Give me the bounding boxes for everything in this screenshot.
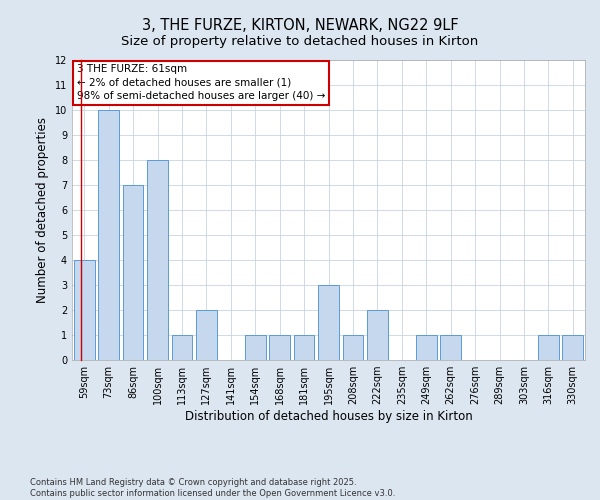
Bar: [74, 260, 95, 360]
Bar: [293, 335, 314, 360]
Bar: [538, 335, 559, 360]
Bar: [147, 160, 168, 360]
Bar: [122, 185, 143, 360]
Text: Contains HM Land Registry data © Crown copyright and database right 2025.
Contai: Contains HM Land Registry data © Crown c…: [30, 478, 395, 498]
Bar: [172, 335, 193, 360]
Text: 3, THE FURZE, KIRTON, NEWARK, NG22 9LF: 3, THE FURZE, KIRTON, NEWARK, NG22 9LF: [142, 18, 458, 32]
Bar: [98, 110, 119, 360]
Bar: [196, 310, 217, 360]
Text: 3 THE FURZE: 61sqm
← 2% of detached houses are smaller (1)
98% of semi-detached : 3 THE FURZE: 61sqm ← 2% of detached hous…: [77, 64, 326, 101]
Bar: [416, 335, 437, 360]
Text: Size of property relative to detached houses in Kirton: Size of property relative to detached ho…: [121, 35, 479, 48]
Bar: [269, 335, 290, 360]
Bar: [245, 335, 266, 360]
Bar: [343, 335, 364, 360]
Bar: [440, 335, 461, 360]
Bar: [562, 335, 583, 360]
X-axis label: Distribution of detached houses by size in Kirton: Distribution of detached houses by size …: [185, 410, 472, 423]
Y-axis label: Number of detached properties: Number of detached properties: [36, 117, 49, 303]
Bar: [318, 285, 339, 360]
Bar: [367, 310, 388, 360]
